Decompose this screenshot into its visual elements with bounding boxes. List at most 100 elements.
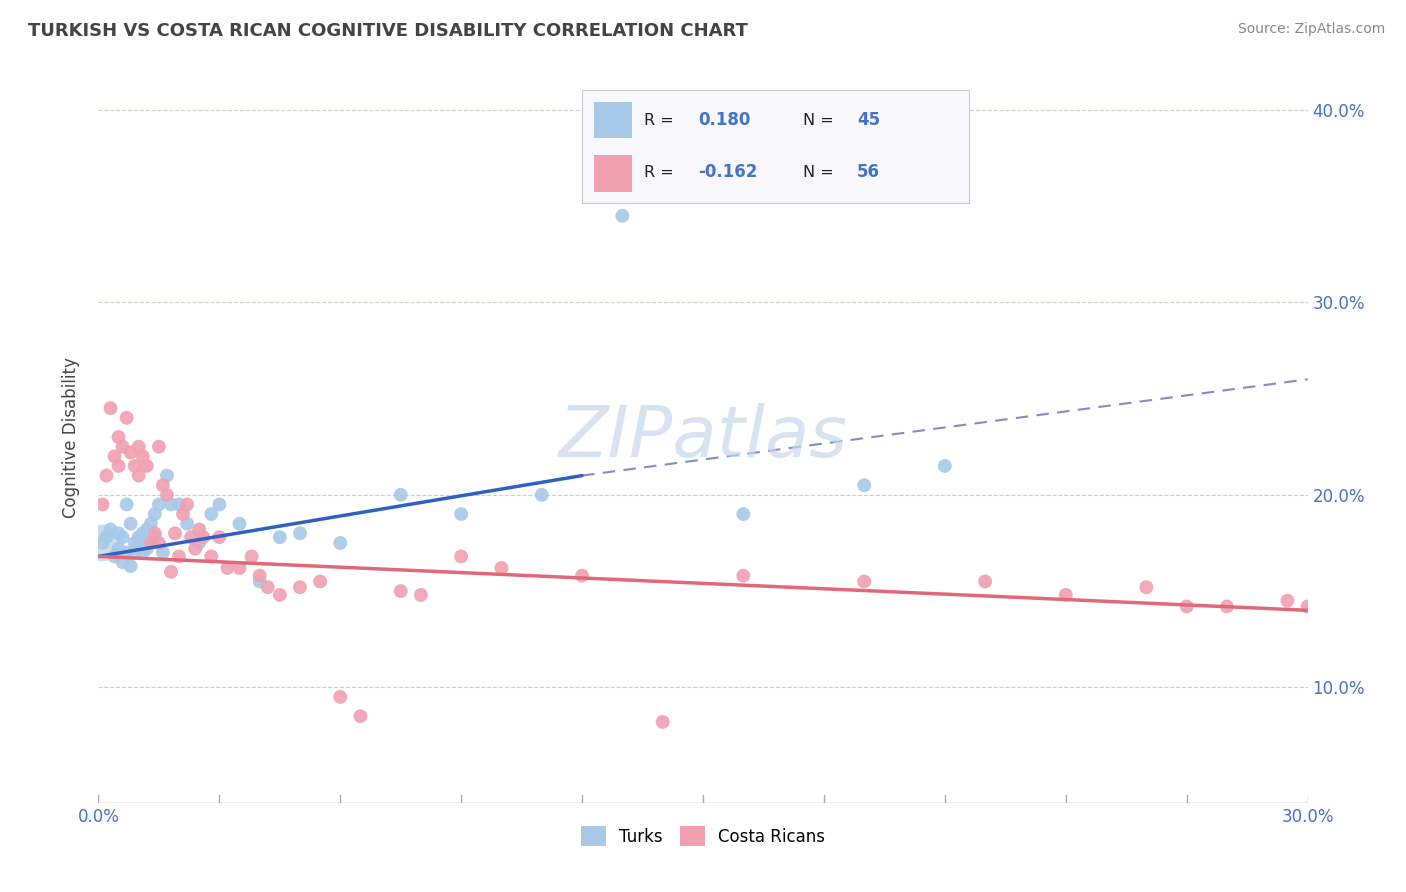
Point (288, 580, 311, 594)
Point (389, 488, 412, 502)
Point (100, 523, 122, 537)
Point (120, 445, 142, 459)
Point (167, 498, 190, 512)
Point (152, 545, 174, 559)
Point (288, 526, 311, 541)
Point (115, 410, 138, 425)
Point (530, 488, 553, 502)
Point (349, 709, 371, 723)
Point (132, 450, 155, 464)
Y-axis label: Cognitive Disability: Cognitive Disability (62, 357, 80, 517)
Point (96, 468, 118, 483)
Point (124, 536, 146, 550)
Point (612, 209, 634, 223)
Point (132, 526, 155, 541)
Point (111, 440, 134, 454)
Point (176, 498, 198, 512)
Point (450, 507, 472, 521)
Point (409, 588, 432, 602)
Point (135, 458, 157, 473)
Point (208, 530, 231, 544)
Point (120, 516, 142, 531)
Point (148, 536, 170, 550)
Text: ZIPatlas: ZIPatlas (558, 402, 848, 472)
Point (217, 561, 239, 575)
Point (107, 458, 129, 473)
Point (1216, 599, 1239, 614)
Point (193, 530, 215, 544)
Point (733, 507, 755, 521)
Point (176, 516, 198, 531)
Point (188, 536, 211, 550)
Point (128, 540, 150, 554)
Point (389, 584, 412, 599)
Point (180, 530, 202, 544)
Point (160, 498, 183, 512)
Point (124, 545, 146, 559)
Point (934, 458, 956, 473)
Point (128, 468, 150, 483)
Point (91, 536, 114, 550)
Point (107, 526, 129, 541)
Point (107, 541, 129, 556)
Point (651, 714, 673, 729)
Point (103, 450, 125, 464)
Point (111, 530, 134, 544)
Text: TURKISH VS COSTA RICAN COGNITIVE DISABILITY CORRELATION CHART: TURKISH VS COSTA RICAN COGNITIVE DISABIL… (28, 22, 748, 40)
Point (228, 561, 250, 575)
Point (853, 478, 876, 492)
Point (188, 523, 211, 537)
Point (256, 580, 278, 594)
Point (240, 549, 263, 564)
Point (200, 507, 222, 521)
Point (733, 568, 755, 582)
Point (135, 541, 157, 556)
Point (172, 507, 194, 521)
Point (107, 430, 129, 444)
Point (167, 549, 190, 564)
Point (163, 526, 186, 541)
Point (91, 498, 114, 512)
Point (139, 536, 162, 550)
Text: Source: ZipAtlas.com: Source: ZipAtlas.com (1237, 22, 1385, 37)
Point (309, 574, 332, 589)
Point (269, 530, 291, 544)
Point (249, 568, 271, 582)
Point (853, 574, 876, 589)
Point (1175, 599, 1198, 614)
Point (974, 574, 997, 589)
Point (143, 530, 166, 544)
Point (132, 545, 155, 559)
Point (120, 559, 142, 574)
Point (128, 440, 150, 454)
Point (100, 401, 122, 416)
Point (143, 507, 166, 521)
Point (249, 574, 271, 589)
Point (329, 536, 352, 550)
Point (228, 516, 250, 531)
Point (115, 498, 138, 512)
Point (491, 561, 513, 575)
Point (1054, 588, 1077, 602)
Point (208, 498, 231, 512)
Point (124, 458, 146, 473)
Point (128, 530, 150, 544)
Point (139, 516, 162, 531)
Point (91, 536, 114, 550)
Point (103, 549, 125, 564)
Point (200, 549, 222, 564)
Point (143, 526, 166, 541)
Point (160, 565, 183, 579)
Point (156, 468, 179, 483)
Point (152, 478, 174, 492)
Point (1135, 580, 1157, 594)
Point (96, 530, 118, 544)
Point (184, 541, 207, 556)
Point (156, 488, 179, 502)
Legend: Turks, Costa Ricans: Turks, Costa Ricans (575, 820, 831, 853)
Point (269, 588, 291, 602)
Point (1277, 593, 1299, 607)
Point (139, 536, 162, 550)
Point (111, 555, 134, 569)
Point (115, 545, 138, 559)
